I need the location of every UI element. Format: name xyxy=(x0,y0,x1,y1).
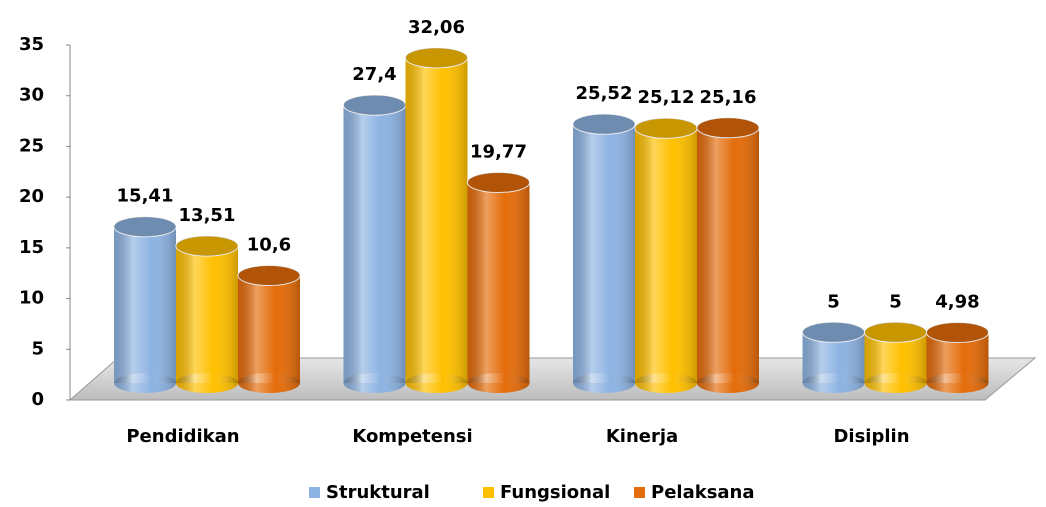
bar-shading xyxy=(573,124,635,383)
data-label: 13,51 xyxy=(179,205,236,226)
data-label: 25,12 xyxy=(638,87,695,108)
floor xyxy=(68,357,1037,401)
data-label: 19,77 xyxy=(470,141,527,162)
cylinder-top-shade xyxy=(114,216,176,237)
cylinder-top xyxy=(926,321,989,343)
legend-label: Pelaksana xyxy=(651,482,755,503)
cylinder-bottom-shade xyxy=(343,373,406,393)
x-tick-label: Disiplin xyxy=(833,426,909,447)
bar-shading xyxy=(405,57,468,383)
legend-swatch xyxy=(309,487,320,498)
cylinder-top xyxy=(696,117,760,139)
x-tick-label: Kompetensi xyxy=(352,426,472,447)
x-tick-label: Kinerja xyxy=(606,426,678,447)
cylinder-top-shade xyxy=(467,172,530,193)
data-label: 25,52 xyxy=(576,83,633,104)
cylinder-bottom-shade xyxy=(926,373,989,393)
data-label: 32,06 xyxy=(408,17,465,38)
y-tick-label: 30 xyxy=(19,85,44,106)
bar-shading xyxy=(697,127,759,383)
cylinder-bottom-shade xyxy=(114,373,176,393)
bar-shading xyxy=(238,275,300,383)
cylinder-bottom-shade xyxy=(405,373,468,393)
data-label: 5 xyxy=(827,291,840,312)
cylinder-top-shade xyxy=(697,117,759,138)
cylinder-top xyxy=(175,235,239,257)
data-label: 5 xyxy=(889,291,902,312)
cylinder-bottom-shade xyxy=(238,373,300,393)
cylinder-top-shade xyxy=(176,235,238,256)
legend-label: Struktural xyxy=(326,482,430,503)
data-label: 25,16 xyxy=(700,87,757,108)
bar-shading xyxy=(114,226,176,383)
y-tick-label: 35 xyxy=(19,34,44,55)
bar-shading xyxy=(343,105,406,383)
cylinder-top xyxy=(113,216,177,238)
cylinder-top xyxy=(405,47,468,69)
y-tick-label: 25 xyxy=(19,135,44,156)
cylinder-top-shade xyxy=(926,322,989,343)
cylinder-top xyxy=(572,113,636,135)
cylinder-bottom-shade xyxy=(467,373,530,393)
cylinder-top xyxy=(237,264,301,286)
cylinder-top-shade xyxy=(573,114,635,135)
cylinder-top-shade xyxy=(405,47,468,68)
legend-swatch xyxy=(483,487,494,498)
data-label: 4,98 xyxy=(935,291,979,312)
legend-swatch xyxy=(634,487,645,498)
data-label: 27,4 xyxy=(352,64,396,85)
cylinder-top-shade xyxy=(802,322,865,343)
cylinder-top-shade xyxy=(238,265,300,286)
y-tick-label: 10 xyxy=(19,288,44,309)
y-tick-label: 0 xyxy=(31,389,44,410)
bar-shading xyxy=(467,182,530,383)
cylinder-bottom-shade xyxy=(635,373,697,393)
cylinder-top xyxy=(467,171,530,193)
x-tick-label: Pendidikan xyxy=(126,426,239,447)
y-tick-label: 20 xyxy=(19,186,44,207)
cylinder-top-shade xyxy=(343,95,406,116)
cylinder-bottom-shade xyxy=(573,373,635,393)
legend-label: Fungsional xyxy=(500,482,610,503)
cylinder-bottom-shade xyxy=(697,373,759,393)
cylinder-top-shade xyxy=(635,118,697,139)
data-label: 15,41 xyxy=(117,186,174,207)
cylinder-bottom-shade xyxy=(802,373,865,393)
y-tick-label: 15 xyxy=(19,237,44,258)
y-tick-label: 5 xyxy=(31,338,44,359)
cylinder-bottom-shade xyxy=(176,373,238,393)
bar-shading xyxy=(176,245,238,383)
cylinder-bottom-shade xyxy=(864,373,927,393)
data-label: 10,6 xyxy=(247,234,291,255)
cylinder-top-shade xyxy=(864,322,927,343)
bar-shading xyxy=(635,128,697,383)
